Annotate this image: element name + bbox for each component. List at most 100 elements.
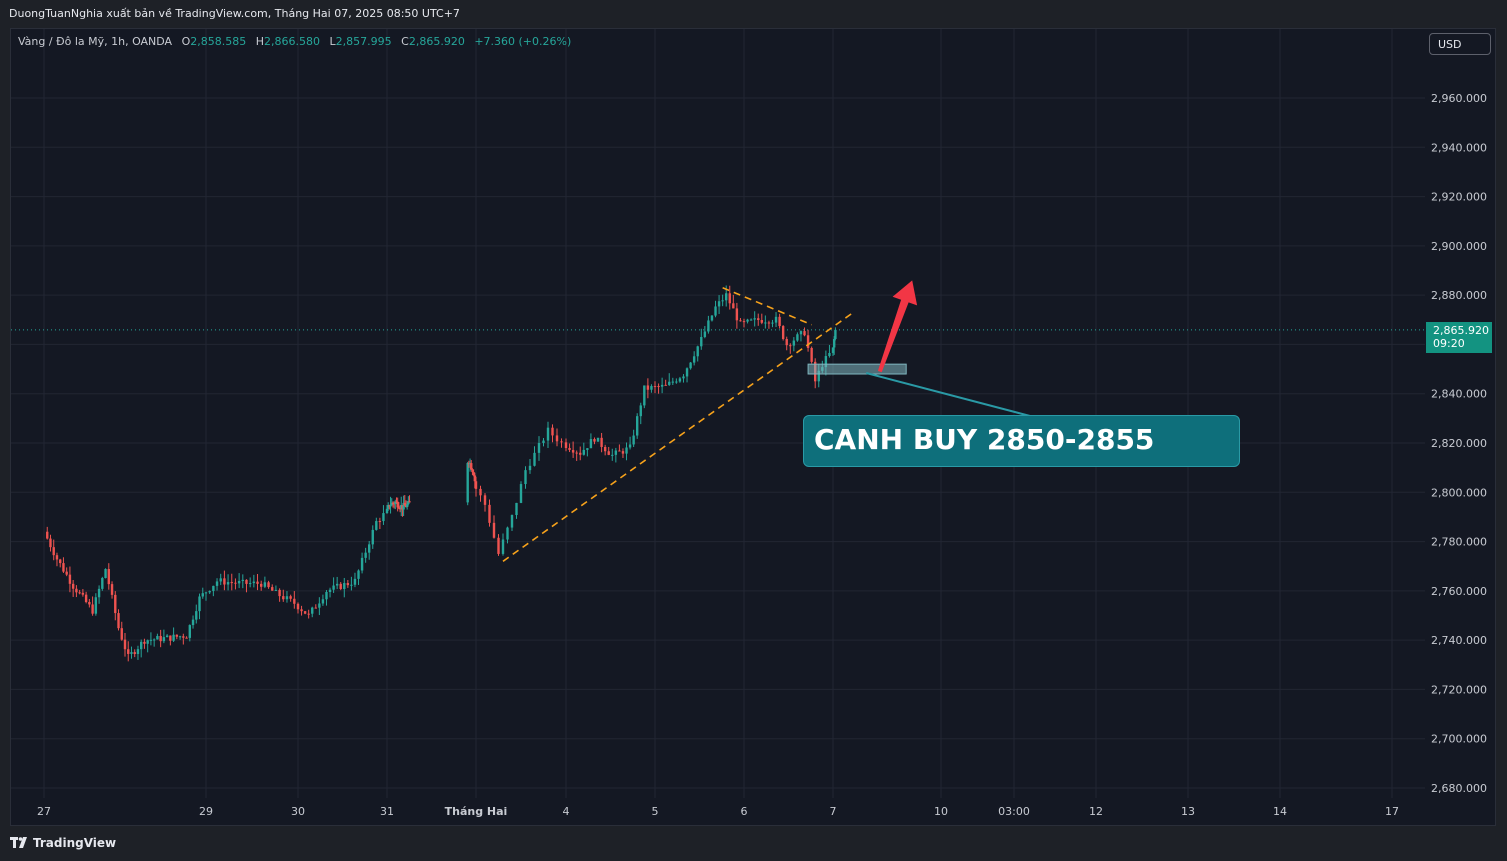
candle (675, 378, 678, 384)
price-tick-label: 2,780.000 (1431, 536, 1487, 549)
candle-body (789, 345, 792, 347)
candle-body (267, 582, 270, 588)
callout-pointer (865, 372, 1031, 417)
candle-body (271, 587, 274, 591)
candle (771, 319, 774, 328)
candle (542, 437, 545, 447)
candle (325, 590, 328, 606)
candle (117, 609, 120, 631)
candle-body (71, 583, 75, 589)
currency-button[interactable]: USD (1429, 33, 1491, 55)
candle-body (537, 443, 541, 453)
candle-body (378, 521, 382, 523)
candle-body (834, 329, 837, 340)
candle-body (343, 583, 346, 589)
price-tick-label: 2,960.000 (1431, 92, 1487, 105)
candle-body (391, 502, 395, 504)
last-price-value: 2,865.920 (1433, 324, 1489, 337)
candle-body (749, 319, 753, 321)
candle-body (519, 484, 523, 503)
candle-body (368, 544, 371, 553)
candle (267, 580, 270, 589)
candle-body (230, 582, 233, 584)
time-tick-label: 14 (1273, 805, 1287, 818)
candle-body (169, 635, 172, 641)
price-tick-label: 2,940.000 (1431, 141, 1487, 154)
candle-body (466, 463, 469, 503)
candle-body (470, 463, 473, 470)
candle-body (497, 537, 500, 554)
candle-body (551, 427, 554, 436)
candle-body (127, 649, 130, 654)
candle (130, 646, 133, 659)
candle (742, 318, 746, 328)
candle (407, 496, 410, 506)
candle (234, 578, 237, 590)
candle (614, 447, 618, 463)
candle-body (700, 336, 703, 347)
candle-body (833, 339, 836, 348)
candle-body (97, 588, 101, 598)
candle (678, 376, 682, 383)
candle (271, 584, 274, 591)
candle-body (664, 384, 667, 386)
candle (350, 576, 353, 591)
candle-body (260, 583, 263, 587)
publisher-line: DuongTuanNghia xuất bản về TradingView.c… (9, 7, 460, 20)
candle (767, 320, 771, 329)
candle-body (84, 594, 88, 603)
candle-body (198, 596, 201, 612)
candle (472, 469, 475, 477)
candle-body (564, 442, 568, 448)
candle-body (117, 613, 120, 629)
candle (721, 294, 724, 307)
candle-body (385, 508, 389, 514)
candle (223, 570, 226, 591)
candle (162, 629, 166, 644)
buy-callout[interactable]: CANH BUY 2850-2855 (803, 415, 1240, 467)
candle-body (515, 502, 518, 516)
change-value: +7.360 (+0.26%) (474, 35, 572, 48)
candle-body (636, 416, 639, 436)
descending-trendline[interactable] (722, 287, 812, 326)
candle-body (603, 446, 607, 452)
candle-body (178, 636, 182, 638)
candle-body (692, 356, 696, 363)
candle-body (650, 386, 653, 390)
tradingview-logo-icon (10, 837, 27, 848)
candle (88, 598, 91, 608)
candle-body (625, 447, 628, 454)
candle-body (471, 469, 474, 473)
candle (621, 448, 625, 458)
candle (501, 533, 505, 556)
candle (303, 610, 307, 615)
candle-body (579, 452, 582, 455)
candle-body (353, 578, 357, 585)
support-trendline[interactable] (502, 311, 854, 562)
candle (101, 576, 104, 591)
candle-body (396, 501, 399, 508)
candle (204, 591, 208, 601)
candle-body (307, 613, 310, 615)
last-price-tag: 2,865.920 09:20 (1426, 322, 1492, 353)
price-tick-label: 2,700.000 (1431, 733, 1487, 746)
candle (789, 343, 792, 354)
candle (49, 534, 52, 552)
candle (343, 577, 346, 598)
candle (653, 381, 657, 394)
close-key: C (401, 35, 409, 48)
time-tick-label: 27 (37, 805, 51, 818)
candle (803, 327, 806, 337)
candle (208, 590, 211, 594)
candle-body (81, 592, 85, 595)
candle (394, 499, 397, 510)
candle-body (403, 502, 406, 506)
candle (256, 574, 259, 591)
candle-body (479, 488, 482, 496)
candle (696, 345, 699, 362)
candle-body (88, 602, 91, 605)
candle (300, 605, 303, 616)
up-arrow-icon[interactable] (877, 280, 918, 373)
buy-zone[interactable] (807, 363, 907, 375)
